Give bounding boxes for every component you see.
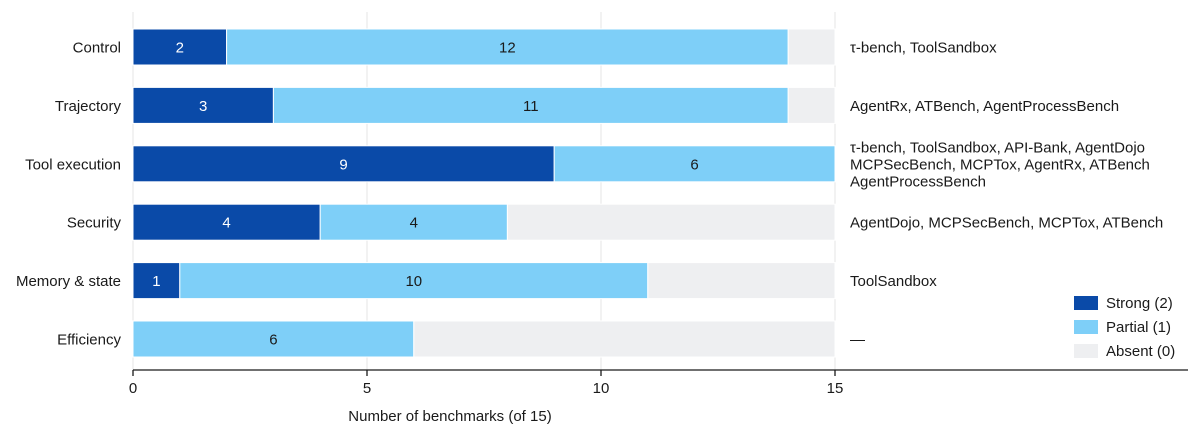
annotation-text: — <box>850 332 865 349</box>
bar-segment-1-2 <box>553 145 836 183</box>
category-label: Control <box>73 40 121 57</box>
bar-segment-0-2 <box>132 145 555 183</box>
bar-segment-2-3 <box>506 203 836 241</box>
x-tick-label: 15 <box>827 380 844 397</box>
annotation-text: AgentProcessBench <box>850 173 986 190</box>
grid-lines <box>132 12 836 370</box>
legend-label: Partial (1) <box>1106 319 1171 336</box>
bar-value-label: 6 <box>269 332 277 349</box>
bar-value-label: 4 <box>222 215 230 232</box>
annotation-text: τ-bench, ToolSandbox, API-Bank, AgentDoj… <box>850 139 1145 156</box>
legend-swatch-2 <box>1074 344 1098 358</box>
legend-swatch-1 <box>1074 320 1098 334</box>
legend: Strong (2) Partial (1) Absent (0) <box>1074 295 1175 360</box>
legend-label: Strong (2) <box>1106 295 1173 312</box>
bar-value-label: 2 <box>176 40 184 57</box>
bars: 2 12 3 11 9 6 4 4 1 10 6 <box>132 28 836 358</box>
bar-value-label: 6 <box>690 156 698 173</box>
x-axis: 0 5 10 15 <box>129 369 1188 397</box>
category-label: Efficiency <box>57 332 121 349</box>
bar-value-label: 3 <box>199 98 207 115</box>
bar-value-label: 1 <box>152 273 160 290</box>
annotation-text: AgentRx, ATBench, AgentProcessBench <box>850 98 1119 115</box>
annotation-text: MCPSecBench, MCPTox, AgentRx, ATBench <box>850 156 1150 173</box>
category-label: Trajectory <box>55 98 122 115</box>
bar-segment-1-5 <box>132 320 415 358</box>
x-tick-label: 0 <box>129 380 137 397</box>
annotation-text: τ-bench, ToolSandbox <box>850 40 997 57</box>
benchmark-annotations: τ-bench, ToolSandbox AgentRx, ATBench, Ag… <box>850 40 1163 349</box>
bar-segment-0-4 <box>132 262 181 300</box>
bar-value-label: 12 <box>499 40 516 57</box>
bar-segment-0-1 <box>132 86 274 124</box>
bar-segment-2-1 <box>787 86 836 124</box>
annotation-text: AgentDojo, MCPSecBench, MCPTox, ATBench <box>850 215 1163 232</box>
legend-swatch-0 <box>1074 296 1098 310</box>
bar-segment-2-5 <box>413 320 836 358</box>
bar-value-label: 4 <box>410 215 418 232</box>
bar-value-label: 11 <box>523 98 539 115</box>
bar-segment-2-4 <box>647 262 836 300</box>
category-label: Security <box>67 215 122 232</box>
bar-value-label: 10 <box>405 273 422 290</box>
category-label: Memory & state <box>16 273 121 290</box>
bar-segment-1-1 <box>272 86 789 124</box>
bar-value-label: 9 <box>339 156 347 173</box>
x-tick-label: 5 <box>363 380 371 397</box>
category-labels: Control Trajectory Tool execution Security M… <box>16 40 122 349</box>
annotation-text: ToolSandbox <box>850 273 937 290</box>
legend-label: Absent (0) <box>1106 343 1175 360</box>
x-axis-label: Number of benchmarks (of 15) <box>348 408 551 425</box>
bar-segment-2-0 <box>787 28 836 66</box>
bar-segment-1-4 <box>179 262 649 300</box>
category-label: Tool execution <box>25 156 121 173</box>
bar-segment-1-0 <box>226 28 789 66</box>
x-tick-label: 10 <box>593 380 610 397</box>
bar-segment-0-0 <box>132 28 228 66</box>
